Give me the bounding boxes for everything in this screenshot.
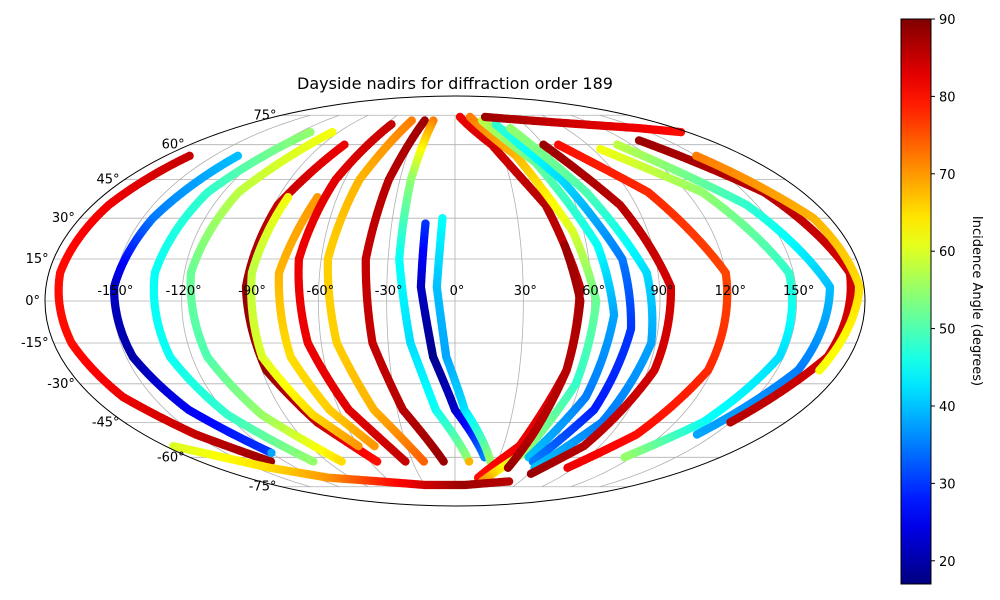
track-point	[439, 457, 448, 466]
colorbar-tick-label: 90	[939, 13, 956, 28]
longitude-tick-label: 120°	[715, 284, 746, 299]
latitude-tick-label: -60°	[157, 450, 185, 465]
colorbar-tick-label: 80	[939, 90, 956, 105]
track-point	[370, 441, 379, 451]
track-point	[620, 453, 629, 462]
colorbar-tick-label: 40	[939, 400, 956, 415]
colorbar-gradient	[900, 18, 932, 585]
track-point	[372, 457, 382, 466]
colorbar-label: Incidence Angle (degrees)	[969, 216, 984, 386]
data-points	[54, 112, 864, 490]
track-point	[401, 457, 410, 466]
latitude-tick-label: 75°	[253, 108, 276, 123]
longitude-tick-label: -30°	[375, 284, 403, 299]
longitude-tick-label: 0°	[450, 284, 465, 299]
track-point	[676, 127, 686, 137]
track-point	[309, 457, 318, 466]
latitude-tick-label: -45°	[92, 415, 120, 430]
colorbar-tick-label: 30	[939, 477, 956, 492]
track-point	[504, 477, 514, 486]
longitude-tick-label: 60°	[582, 284, 605, 299]
longitude-tick-label: 90°	[650, 284, 673, 299]
colorbar-tick-label: 20	[939, 555, 956, 570]
mollweide-map: -150° -120° -90° -60° -30° 0° 30° 60° 90° 120° 150…	[21, 95, 866, 507]
track-point	[692, 430, 702, 439]
latitude-tick-label: 45°	[97, 173, 120, 188]
map-outline	[44, 95, 866, 507]
latitude-tick-labels: 75° 60° 45° 30° 15° 0° -15° -30° -45° -60° -75°	[21, 108, 277, 494]
latitude-tick-label: -75°	[249, 480, 277, 495]
latitude-tick-label: 30°	[52, 211, 75, 226]
latitude-tick-label: -30°	[47, 377, 75, 392]
colorbar-tick-label: 70	[939, 168, 956, 183]
track-point	[526, 469, 536, 479]
track-point	[337, 457, 346, 466]
track-point	[419, 457, 429, 466]
colorbar-ticks: 20 30 40 50 60 70 80 90	[931, 13, 956, 570]
longitude-tick-label: -120°	[166, 284, 202, 299]
latitude-tick-label: 15°	[26, 252, 49, 267]
longitude-tick-label: -150°	[97, 284, 133, 299]
chart-title: Dayside nadirs for diffraction order 189	[297, 74, 613, 93]
track-point	[815, 366, 824, 375]
longitude-tick-label: -60°	[306, 284, 334, 299]
track-point	[726, 418, 735, 427]
latitude-tick-label: 60°	[162, 138, 185, 153]
track-point	[354, 441, 363, 451]
track-point	[503, 463, 513, 473]
latitude-tick-label: 0°	[25, 294, 40, 309]
colorbar-tick-label: 50	[939, 323, 956, 338]
longitude-tick-label: 150°	[783, 284, 814, 299]
track-point	[563, 463, 572, 473]
longitude-tick-label: 30°	[514, 284, 537, 299]
longitude-tick-labels: -150° -120° -90° -60° -30° 0° 30° 60° 90° 120° 150…	[97, 284, 814, 299]
colorbar: 20 30 40 50 60 70 80 90 Incidence Angle (degrees…	[900, 13, 984, 585]
colorbar-tick-label: 60	[939, 245, 956, 260]
track-point	[267, 448, 276, 458]
latitude-tick-label: -15°	[21, 336, 49, 351]
track-point	[464, 457, 474, 466]
longitude-tick-label: -90°	[238, 284, 266, 299]
